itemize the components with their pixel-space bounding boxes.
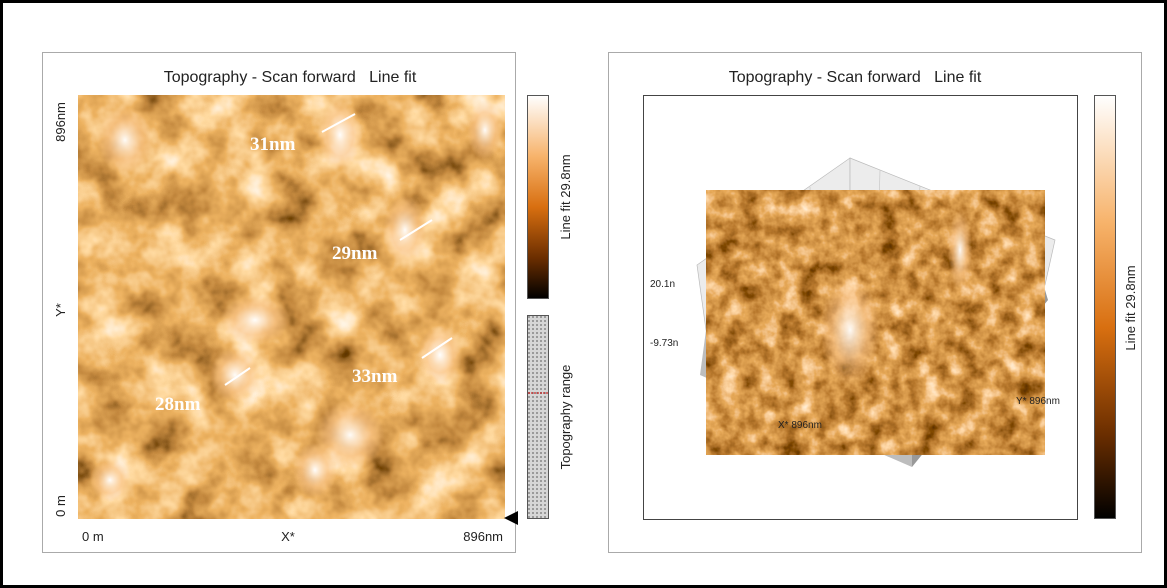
colorbar: [1095, 96, 1116, 519]
y-axis-label: Y*: [53, 303, 68, 317]
y-axis-top: 896nm: [53, 102, 68, 142]
y-label: Y* 896nm: [1016, 396, 1060, 407]
surface-peak: [820, 275, 880, 385]
annotation: 29nm: [332, 243, 378, 264]
colorbar-label: Line fit 29.8nm: [1123, 265, 1138, 350]
panel-title: Topography - Scan forward Line fit: [164, 69, 417, 86]
annotation: 33nm: [352, 366, 398, 387]
figure: Topography - Scan forward Line fit 31nm …: [0, 0, 1167, 588]
range-label: Topography range: [558, 365, 573, 470]
x-axis-label: X*: [281, 529, 295, 544]
colorbar-label: Line fit 29.8nm: [558, 154, 573, 239]
x-label: X* 896nm: [778, 420, 822, 431]
panel-title: Topography - Scan forward Line fit: [729, 69, 982, 86]
z-bottom: -9.73n: [650, 338, 678, 349]
annotation: 31nm: [250, 134, 296, 155]
x-axis-left: 0 m: [82, 529, 104, 544]
y-axis-bottom: 0 m: [53, 495, 68, 517]
range-bar: [528, 316, 549, 519]
annotation: 28nm: [155, 394, 201, 415]
surface-peak: [948, 210, 972, 290]
z-top: 20.1n: [650, 279, 675, 290]
colorbar: [528, 96, 549, 299]
x-axis-right: 896nm: [463, 529, 503, 544]
